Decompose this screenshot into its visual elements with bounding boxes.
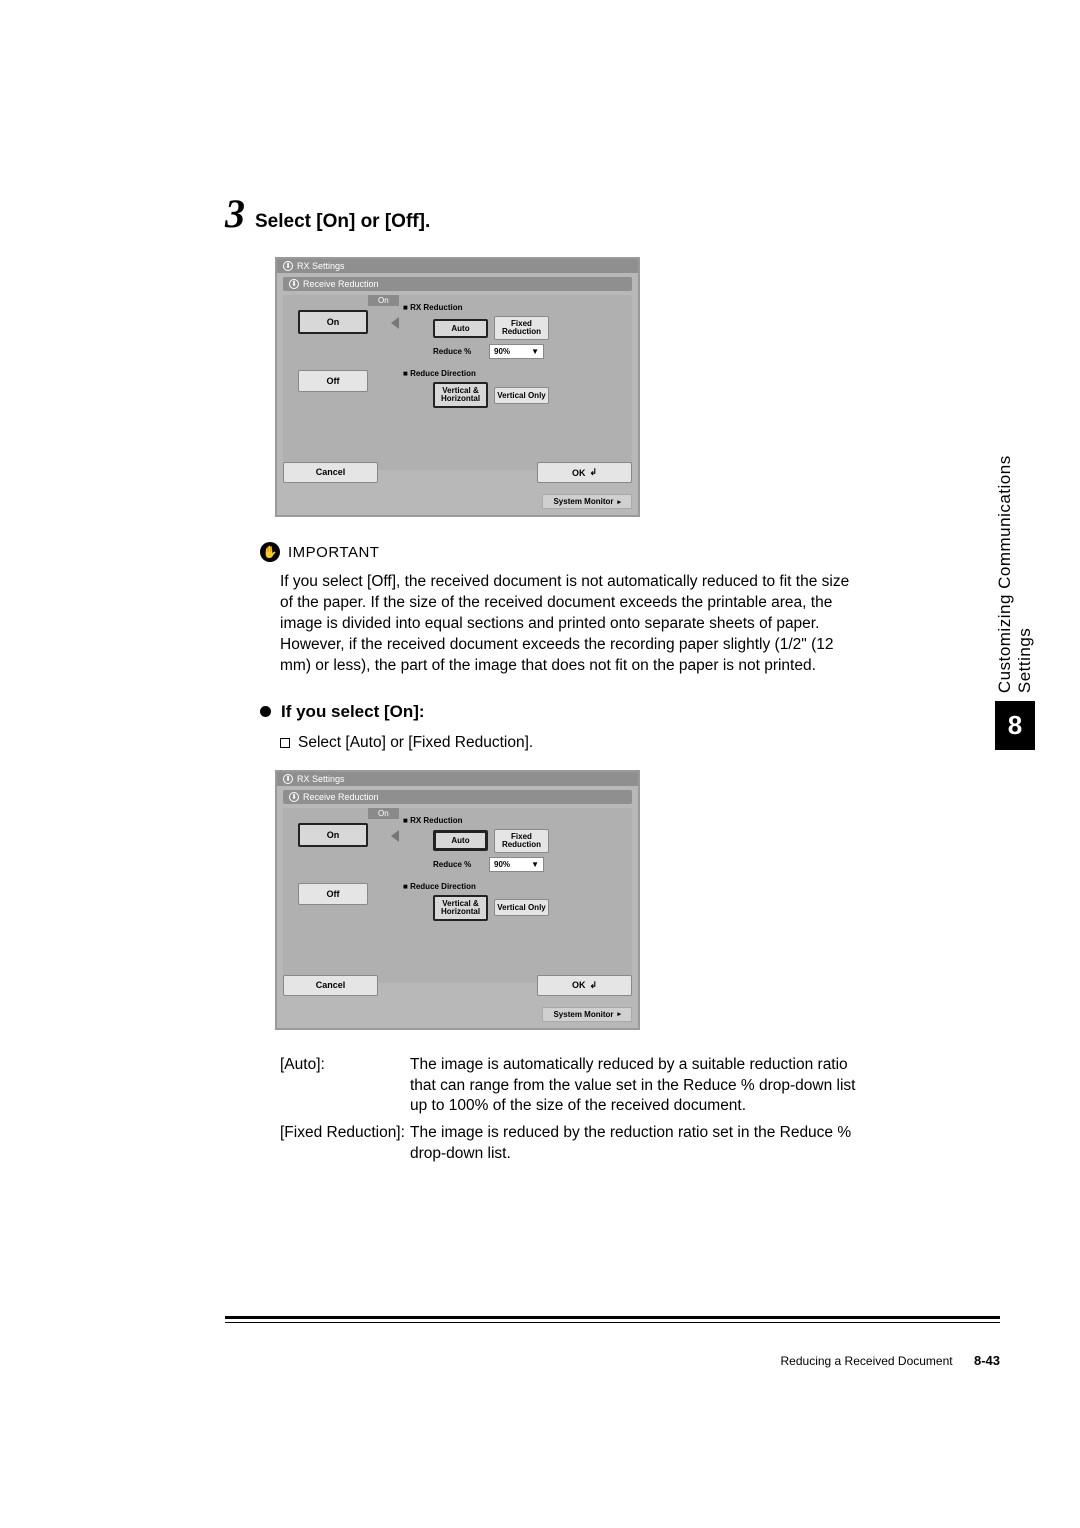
definition-body: The image is reduced by the reduction ra…	[410, 1123, 865, 1165]
auto-button[interactable]: Auto	[433, 319, 488, 338]
rx-icon: ⬇	[289, 792, 299, 802]
screenshot-1: ⬇ RX Settings ⬇ Receive Reduction On On …	[275, 257, 640, 517]
shot-titlebar: ⬇ RX Settings	[277, 772, 638, 786]
definition-term: [Auto]:	[280, 1055, 410, 1118]
fixed-reduction-button[interactable]: Fixed Reduction	[494, 829, 549, 853]
on-button[interactable]: On	[298, 310, 368, 334]
shot-footer: Cancel OK ↲	[283, 462, 632, 483]
rx-icon: ⬇	[283, 774, 293, 784]
triangle-right-icon: ▸	[617, 498, 621, 506]
definition-term: [Fixed Reduction]:	[280, 1123, 410, 1165]
auto-button[interactable]: Auto	[433, 830, 488, 851]
ok-button[interactable]: OK ↲	[537, 975, 632, 996]
reduce-percent-label: Reduce %	[433, 860, 483, 869]
footer-rule	[225, 1322, 1000, 1323]
reduce-percent-dropdown[interactable]: 90% ▼	[489, 344, 544, 359]
shot-sub-label: Receive Reduction	[303, 279, 379, 289]
screenshot-2: ⬇ RX Settings ⬇ Receive Reduction On On …	[275, 770, 640, 1030]
chevron-down-icon: ▼	[531, 347, 539, 356]
reduce-percent-dropdown[interactable]: 90% ▼	[489, 857, 544, 872]
vertical-only-button[interactable]: Vertical Only	[494, 899, 549, 916]
ok-button[interactable]: OK ↲	[537, 462, 632, 483]
active-tab: On	[368, 808, 399, 819]
section-rx-reduction: ■ RX Reduction	[403, 816, 628, 825]
off-button[interactable]: Off	[298, 370, 368, 392]
if-on-heading: If you select [On]:	[260, 702, 865, 722]
important-text: If you select [Off], the received docume…	[280, 572, 865, 677]
vertical-horizontal-button[interactable]: Vertical & Horizontal	[433, 895, 488, 921]
rx-icon: ⬇	[283, 261, 293, 271]
page-number: 8-43	[974, 1353, 1000, 1368]
step-number: 3	[225, 190, 245, 237]
settings-column: ■ RX Reduction Auto Fixed Reduction Redu…	[403, 816, 628, 931]
shot-sub-label: Receive Reduction	[303, 792, 379, 802]
section-rx-reduction: ■ RX Reduction	[403, 303, 628, 312]
shot-subheader: ⬇ Receive Reduction	[283, 790, 632, 804]
system-monitor-button[interactable]: System Monitor ▸	[542, 1007, 632, 1022]
vertical-only-button[interactable]: Vertical Only	[494, 387, 549, 404]
shot-subheader: ⬇ Receive Reduction	[283, 277, 632, 291]
ok-label: OK	[572, 980, 586, 990]
section-reduce-direction: ■ Reduce Direction	[403, 882, 628, 891]
on-off-column: On Off	[288, 823, 388, 905]
bullet-icon	[260, 706, 271, 717]
settings-column: ■ RX Reduction Auto Fixed Reduction Redu…	[403, 303, 628, 418]
reduce-percent-value: 90%	[494, 860, 510, 869]
on-off-column: On Off	[288, 310, 388, 392]
active-tab: On	[368, 295, 399, 306]
important-icon: ✋	[260, 542, 280, 562]
on-button[interactable]: On	[298, 823, 368, 847]
footer-text: Reducing a Received Document 8-43	[225, 1353, 1000, 1368]
definition-auto: [Auto]: The image is automatically reduc…	[280, 1055, 865, 1118]
definition-body: The image is automatically reduced by a …	[410, 1055, 865, 1118]
shot-title: RX Settings	[297, 261, 345, 271]
reduce-percent-value: 90%	[494, 347, 510, 356]
indicator-arrow-icon	[391, 317, 399, 329]
ok-label: OK	[572, 468, 586, 478]
chapter-title: Customizing Communications Settings	[995, 400, 1035, 693]
indicator-arrow-icon	[391, 830, 399, 842]
if-on-title: If you select [On]:	[281, 702, 425, 722]
step-heading: 3 Select [On] or [Off].	[225, 190, 865, 237]
chevron-down-icon: ▼	[531, 860, 539, 869]
substep-row: Select [Auto] or [Fixed Reduction].	[280, 734, 865, 752]
shot-body: On On Off ■ RX Reduction Auto Fixed Redu…	[283, 808, 632, 983]
footer-section: Reducing a Received Document	[781, 1354, 953, 1368]
section-reduce-direction: ■ Reduce Direction	[403, 369, 628, 378]
fixed-reduction-button[interactable]: Fixed Reduction	[494, 316, 549, 340]
enter-icon: ↲	[589, 467, 597, 478]
important-heading: ✋ IMPORTANT	[260, 542, 865, 562]
rx-icon: ⬇	[289, 279, 299, 289]
page-footer: Reducing a Received Document 8-43	[225, 1316, 1000, 1368]
enter-icon: ↲	[589, 980, 597, 991]
footer-rule	[225, 1316, 1000, 1319]
vertical-horizontal-button[interactable]: Vertical & Horizontal	[433, 382, 488, 408]
shot-titlebar: ⬇ RX Settings	[277, 259, 638, 273]
chapter-tab: Customizing Communications Settings 8	[995, 400, 1035, 750]
system-monitor-label: System Monitor	[553, 1010, 613, 1019]
reduce-percent-label: Reduce %	[433, 347, 483, 356]
substep-text: Select [Auto] or [Fixed Reduction].	[298, 734, 533, 752]
triangle-right-icon: ▸	[617, 1010, 621, 1018]
definition-fixed: [Fixed Reduction]: The image is reduced …	[280, 1123, 865, 1165]
system-monitor-label: System Monitor	[553, 497, 613, 506]
step-title: Select [On] or [Off].	[255, 211, 430, 233]
important-label: IMPORTANT	[288, 544, 379, 561]
checkbox-icon	[280, 738, 290, 748]
cancel-button[interactable]: Cancel	[283, 975, 378, 996]
shot-title: RX Settings	[297, 774, 345, 784]
system-monitor-button[interactable]: System Monitor ▸	[542, 494, 632, 509]
shot-body: On On Off ■ RX Reduction Auto Fixed Redu…	[283, 295, 632, 470]
shot-footer: Cancel OK ↲	[283, 975, 632, 996]
off-button[interactable]: Off	[298, 883, 368, 905]
cancel-button[interactable]: Cancel	[283, 462, 378, 483]
chapter-number: 8	[995, 701, 1035, 750]
